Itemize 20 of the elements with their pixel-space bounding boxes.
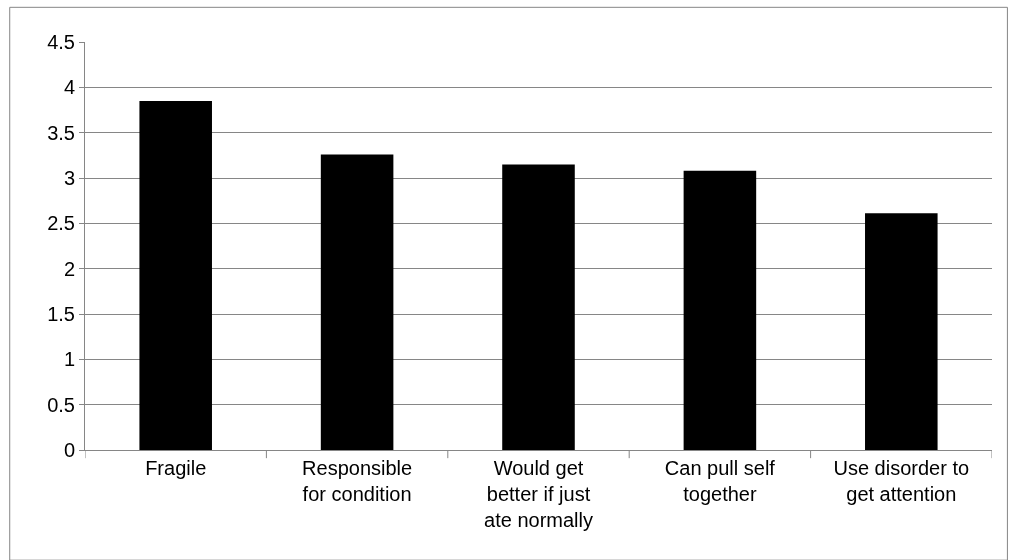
y-tick-label: 1.5 — [47, 303, 75, 325]
y-tick-label: 4.5 — [47, 31, 75, 53]
x-tick-label: Use disorder to get attention — [833, 457, 970, 505]
y-tick-label: 0 — [63, 439, 75, 461]
x-tick-label: Can pull self together — [664, 457, 776, 505]
bar — [139, 100, 212, 450]
y-tick-label: 0.5 — [47, 393, 75, 416]
y-tick-label: 3 — [63, 167, 75, 189]
y-tick-label: 2.5 — [47, 212, 75, 235]
bar — [865, 213, 938, 450]
y-tick-label: 2 — [63, 257, 75, 280]
y-tick-label: 3.5 — [47, 121, 75, 144]
x-tick-label: Responsible for condition — [302, 457, 413, 505]
y-tick-label: 4 — [63, 76, 75, 99]
bar — [320, 154, 394, 450]
x-tick-label: Would get better if just ate normally — [484, 457, 593, 531]
x-tick-label: Fragile — [145, 457, 207, 479]
bar — [683, 170, 757, 450]
bar — [502, 164, 575, 450]
y-tick-label: 1 — [63, 348, 75, 371]
